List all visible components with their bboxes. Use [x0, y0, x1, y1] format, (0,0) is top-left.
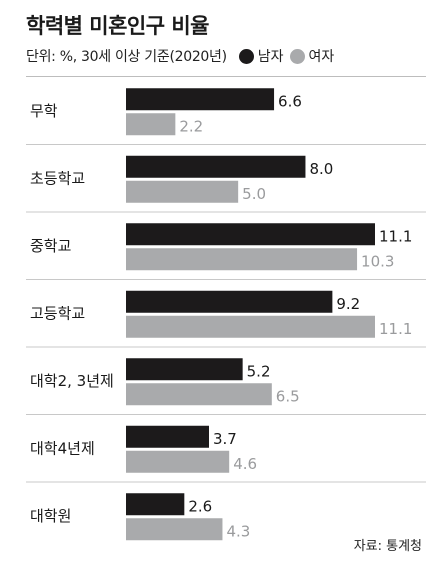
legend-swatch-female [289, 48, 305, 64]
unit-note: 단위: %, 30세 이상 기준(2020년) [26, 49, 227, 65]
value-label-male: 2.6 [188, 497, 212, 515]
category-label: 대학원 [30, 507, 71, 525]
value-label-male: 6.6 [278, 92, 302, 110]
value-label-male: 9.2 [336, 295, 360, 313]
bar-female [126, 383, 272, 406]
bar-female [126, 248, 358, 271]
value-label-female: 2.2 [179, 117, 203, 135]
value-label-female: 6.5 [276, 387, 300, 405]
value-label-male: 11.1 [379, 227, 412, 245]
top-divider [26, 76, 426, 77]
chart-title: 학력별 미혼인구 비율 [26, 14, 210, 38]
value-label-female: 4.3 [226, 522, 250, 540]
value-label-female: 5.0 [242, 185, 266, 203]
bar-male [126, 358, 243, 381]
category-label: 고등학교 [30, 304, 85, 322]
value-label-female: 4.6 [233, 455, 257, 473]
category-label: 초등학교 [30, 169, 85, 187]
legend-item-male: 남자 [238, 46, 284, 66]
bar-male [126, 88, 275, 111]
bar-male [126, 155, 306, 178]
source-note: 자료: 통계청 [353, 539, 422, 554]
bar-male [126, 290, 333, 313]
legend: 남자 여자 [238, 46, 341, 66]
bar-female [126, 113, 176, 136]
bar-female [126, 518, 223, 541]
category-label: 중학교 [30, 237, 71, 255]
value-label-male: 3.7 [213, 430, 237, 448]
bar-female [126, 180, 239, 203]
value-label-male: 8.0 [309, 160, 333, 178]
legend-item-female: 여자 [289, 46, 335, 66]
category-label: 무학 [30, 102, 58, 120]
bar-male [126, 493, 185, 516]
legend-label-female: 여자 [308, 49, 335, 65]
bar-female [126, 450, 230, 473]
bar-male [126, 223, 375, 246]
category-label: 대학2, 3년제 [30, 372, 114, 390]
value-label-male: 5.2 [247, 362, 271, 380]
value-label-female: 11.1 [379, 320, 412, 338]
legend-label-male: 남자 [257, 49, 284, 65]
subtitle-row: 단위: %, 30세 이상 기준(2020년) 남자 여자 [26, 44, 426, 68]
category-label: 대학4년제 [30, 439, 95, 457]
legend-swatch-male [238, 48, 254, 64]
bar-female [126, 315, 375, 338]
value-label-female: 10.3 [361, 252, 394, 270]
bar-male [126, 425, 209, 448]
